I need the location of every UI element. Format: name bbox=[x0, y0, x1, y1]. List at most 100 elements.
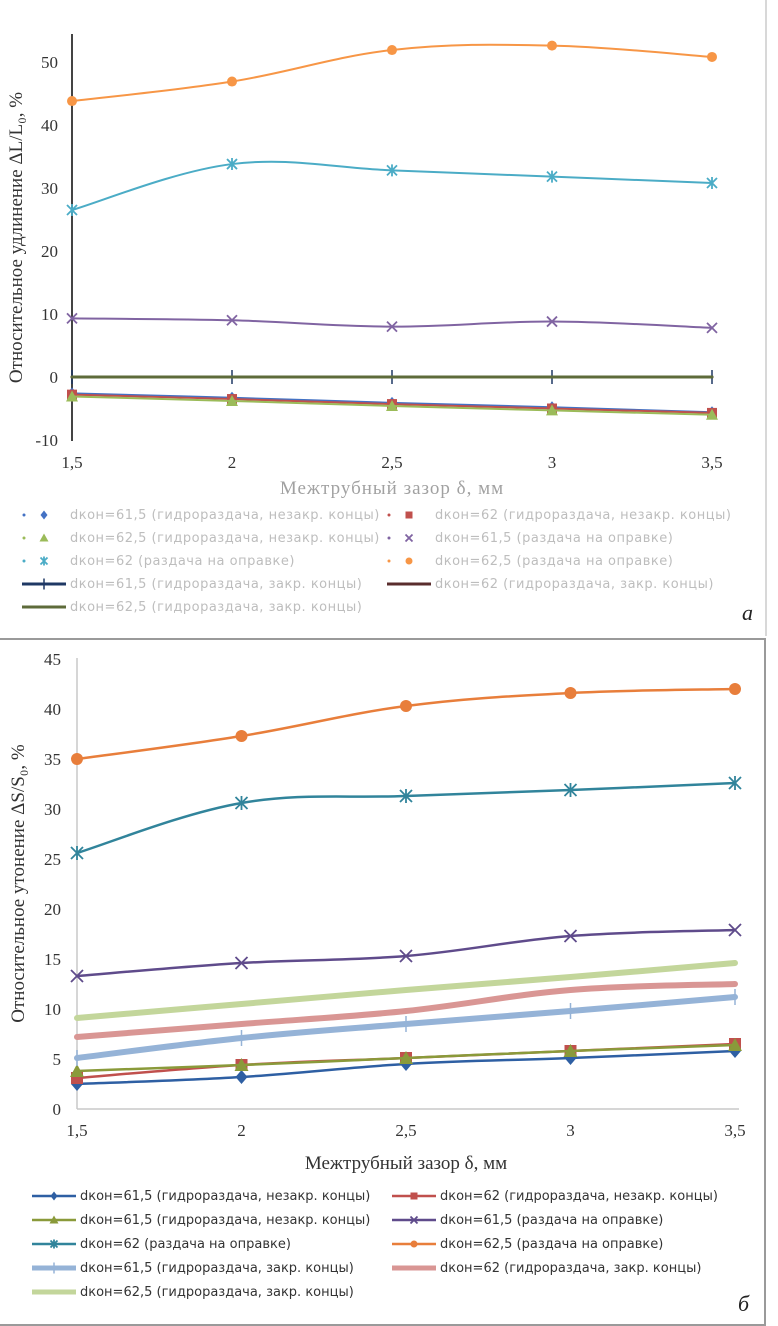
data-point bbox=[546, 404, 558, 416]
y-tick-label: 15 bbox=[44, 950, 61, 969]
series-4 bbox=[70, 776, 742, 860]
legend-item: dкон=62,5 (гидрораздача, закр. концы) bbox=[20, 597, 362, 617]
data-point bbox=[399, 1051, 413, 1064]
legend-item: dкон=61,5 (гидрораздача, незакр. концы) bbox=[30, 1186, 370, 1206]
chart-b-legend: dкон=61,5 (гидрораздача, незакр. концы) d… bbox=[0, 1186, 764, 1324]
series-line bbox=[74, 960, 738, 1021]
legend-swatch-icon bbox=[32, 1289, 76, 1295]
legend-label: dкон=61,5 (раздача на оправке) bbox=[435, 530, 674, 546]
series-7 bbox=[74, 981, 738, 1040]
x-tick-label: 3,5 bbox=[724, 1121, 745, 1140]
y-tick-label: 20 bbox=[44, 900, 61, 919]
x-tick-label: 2,5 bbox=[381, 453, 402, 472]
legend-label: dкон=61,5 (гидрораздача, незакр. концы) bbox=[80, 1188, 371, 1204]
series-3 bbox=[70, 923, 742, 983]
legend-swatch-icon bbox=[392, 1215, 436, 1225]
series-line bbox=[74, 981, 738, 1040]
x-tick-label: 2 bbox=[228, 453, 237, 472]
legend-label: dкон=62 (раздача на оправке) bbox=[70, 553, 295, 569]
legend-item: dкон=62,5 (гидрораздача, незакр. концы) bbox=[20, 528, 380, 548]
data-point bbox=[66, 390, 78, 402]
data-point bbox=[226, 314, 238, 326]
data-point bbox=[706, 322, 718, 334]
y-tick-label: 20 bbox=[41, 242, 58, 261]
legend-label: dкон=62 (гидрораздача, незакр. концы) bbox=[440, 1188, 718, 1204]
series-8 bbox=[74, 960, 738, 1021]
legend-item: dкон=61,5 (гидрораздача, незакр. концы) bbox=[20, 505, 380, 525]
legend-label: dкон=62 (гидрораздача, закр. концы) bbox=[440, 1260, 702, 1276]
data-point bbox=[226, 158, 238, 171]
data-point bbox=[399, 789, 413, 803]
legend-label: dкон=62,5 (раздача на оправке) bbox=[435, 553, 674, 569]
legend-item: dкон=62 (гидрораздача, закр. концы) bbox=[390, 1258, 701, 1278]
x-axis-title: Межтрубный зазор δ, мм bbox=[280, 478, 504, 499]
legend-swatch-icon bbox=[32, 1239, 76, 1249]
y-tick-label: 35 bbox=[44, 750, 61, 769]
y-tick-label: 10 bbox=[44, 1000, 61, 1019]
series-2 bbox=[66, 390, 718, 420]
y-tick-label: 30 bbox=[44, 800, 61, 819]
legend-item: dкон=62 (гидрораздача, незакр. концы) bbox=[390, 1186, 718, 1206]
legend-item: dкон=62,5 (гидрораздача, закр. концы) bbox=[30, 1282, 354, 1302]
y-tick-label: 30 bbox=[41, 179, 58, 198]
legend-item: dкон=62 (гидрораздача, незакр. концы) bbox=[385, 505, 731, 525]
series-3 bbox=[66, 312, 718, 334]
legend-swatch-icon bbox=[387, 533, 414, 543]
x-tick-label: 3 bbox=[548, 453, 557, 472]
legend-swatch-icon bbox=[387, 511, 413, 519]
legend-item: dкон=62 (раздача на оправке) bbox=[20, 551, 295, 571]
data-point bbox=[706, 408, 718, 420]
data-point bbox=[386, 320, 398, 333]
legend-swatch-icon bbox=[387, 582, 431, 586]
data-point bbox=[227, 76, 237, 87]
legend-swatch-icon bbox=[392, 1240, 436, 1248]
legend-label: dкон=61,5 (гидрораздача, закр. концы) bbox=[80, 1260, 354, 1276]
y-tick-label: -10 bbox=[35, 431, 58, 450]
data-point bbox=[706, 176, 718, 189]
data-point bbox=[235, 730, 248, 742]
legend-swatch-icon bbox=[22, 556, 49, 566]
y-tick-label: 40 bbox=[41, 116, 58, 135]
panel-label-a: а bbox=[742, 600, 753, 625]
data-point bbox=[729, 683, 741, 695]
legend-swatch-icon bbox=[22, 510, 48, 520]
data-point bbox=[71, 753, 83, 765]
panel-label-b: б bbox=[738, 1291, 750, 1316]
data-point bbox=[67, 96, 77, 107]
legend-label: dкон=61,5 (раздача на оправке) bbox=[440, 1212, 664, 1228]
y-tick-label: 40 bbox=[44, 700, 61, 719]
legend-item: dкон=61,5 (гидрораздача, закр. концы) bbox=[20, 574, 362, 594]
data-point bbox=[66, 204, 78, 217]
legend-label: dкон=61,5 (гидрораздача, незакр. концы) bbox=[80, 1212, 371, 1228]
legend-swatch-icon bbox=[32, 1262, 76, 1274]
data-point bbox=[386, 399, 398, 411]
data-point bbox=[563, 783, 578, 797]
x-tick-label: 3 bbox=[566, 1121, 575, 1140]
y-tick-label: 25 bbox=[44, 850, 61, 869]
data-point bbox=[563, 929, 578, 943]
legend-label: dкон=62,5 (гидрораздача, незакр. концы) bbox=[70, 530, 380, 546]
series-line bbox=[75, 687, 737, 761]
data-point bbox=[564, 687, 577, 699]
legend-label: dкон=62 (гидрораздача, закр. концы) bbox=[435, 576, 714, 592]
data-point bbox=[400, 700, 412, 712]
y-tick-label: 10 bbox=[41, 305, 58, 324]
y-tick-label: 0 bbox=[50, 368, 59, 387]
data-point bbox=[70, 1064, 84, 1077]
data-point bbox=[563, 1044, 578, 1057]
legend-label: dкон=61,5 (гидрораздача, закр. концы) bbox=[70, 576, 363, 592]
data-point bbox=[387, 45, 397, 56]
x-tick-label: 2 bbox=[237, 1121, 246, 1140]
legend-item: dкон=62,5 (раздача на оправке) bbox=[390, 1234, 663, 1254]
legend-swatch-icon bbox=[387, 557, 413, 565]
data-point bbox=[546, 170, 558, 183]
legend-swatch-icon bbox=[392, 1192, 436, 1200]
chart-b-plot: 0 5 10 15 20 25 30 35 40 45 1,5 2 2,5 3 3,5 Межтрубный … bbox=[8, 650, 746, 1174]
legend-item: dкон=61,5 (раздача на оправке) bbox=[390, 1210, 663, 1230]
chart-a-plot: -10 0 10 20 30 40 50 1,5 2 2,5 3 3,5 Межтрубный зазо… bbox=[6, 34, 723, 499]
y-tick-label: 5 bbox=[53, 1050, 62, 1069]
x-tick-label: 1,5 bbox=[61, 453, 82, 472]
chart-panel-a: -10 0 10 20 30 40 50 1,5 2 2,5 3 3,5 Межтрубный зазо… bbox=[0, 0, 767, 636]
legend-item: dкон=62 (раздача на оправке) bbox=[30, 1234, 291, 1254]
data-point bbox=[234, 796, 249, 810]
